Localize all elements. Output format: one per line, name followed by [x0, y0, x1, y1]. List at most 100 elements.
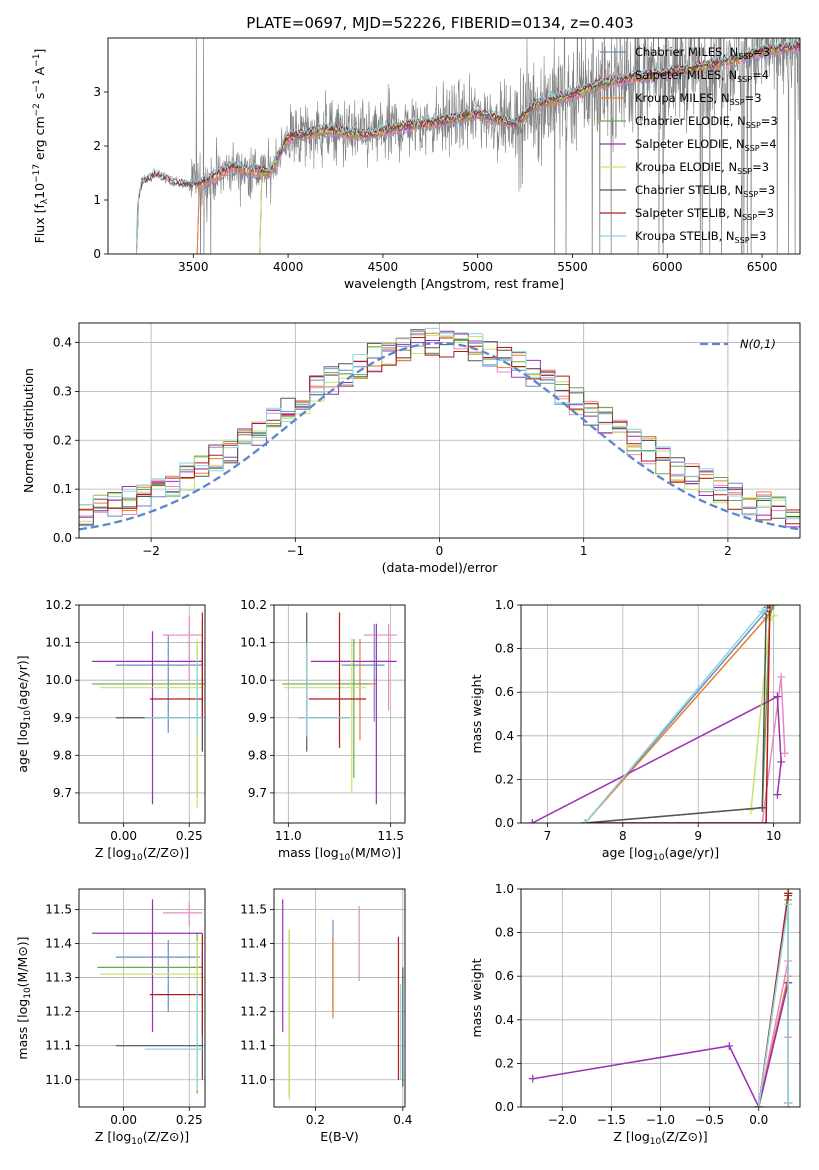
legend-entry: Salpeter MILES, NSSP=4 [635, 68, 769, 84]
errorbar-point [282, 638, 369, 778]
x-tick-label: 1 [580, 544, 588, 558]
x-axis-label-rest: (age/yr)] [664, 845, 719, 860]
y-axis-label: mass weight [469, 674, 484, 753]
y-tick-label: 0.3 [53, 384, 72, 398]
gaussian-curve [79, 341, 800, 531]
y-tick-label: 11.0 [45, 1073, 72, 1087]
x-axis-label-main: Z [log [95, 1129, 131, 1144]
residual-histogram [79, 337, 800, 525]
legend-nssp: 3 [759, 229, 766, 243]
legend-entry: Kroupa STELIB, NSSP=3 [635, 229, 767, 245]
y-tick-label: 2 [93, 139, 101, 153]
y-tick-label: 0.8 [495, 926, 514, 940]
age-vs-mass-panel: 11.0 11.5 9.7 9.8 9.9 10.0 10.1 10.2 mass [log10… [240, 598, 406, 863]
y-axis-label: age [log10(age/yr)] [15, 655, 33, 772]
plot-area [521, 889, 800, 1107]
x-tick-label: 0.25 [176, 829, 203, 843]
legend-nssp: 3 [768, 183, 775, 197]
legend-nssp: 3 [770, 114, 777, 128]
y-axis-label-part: −17 [32, 164, 42, 183]
residual-histogram [79, 334, 800, 522]
y-tick-label: 9.8 [53, 748, 72, 762]
y-tick-label: 10.2 [45, 598, 72, 612]
mass-weight-line [585, 605, 771, 823]
y-tick-label: 10.1 [240, 636, 267, 650]
y-axis-label: mass weight [469, 958, 484, 1037]
x-axis-label-rest: (M/M⊙)] [350, 845, 401, 860]
y-tick-label: 0.6 [495, 685, 514, 699]
y-tick-label: 11.4 [240, 937, 267, 951]
legend-sep: , N [726, 206, 742, 220]
y-tick-label: 3 [93, 85, 101, 99]
x-tick-label: 5500 [557, 260, 588, 274]
x-tick-label: −1.5 [597, 1113, 626, 1127]
x-tick-label: −2.0 [548, 1113, 577, 1127]
errorbar-point [197, 936, 203, 1002]
plot-area [79, 605, 205, 823]
x-axis-label: Z [log10(Z/Z⊙)] [95, 1129, 189, 1147]
y-tick-label: 1 [93, 193, 101, 207]
legend-entry: Kroupa ELODIE, NSSP=3 [635, 160, 769, 176]
legend-entry: Kroupa MILES, NSSP=3 [635, 91, 762, 107]
legend-sub: SSP [737, 75, 752, 84]
mass-weight-line [585, 676, 786, 823]
y-axis-label-part: ] [32, 49, 47, 54]
mass-weight-marker [784, 889, 793, 898]
legend-entry: Chabrier STELIB, NSSP=3 [635, 183, 775, 199]
errorbar-point [308, 612, 367, 748]
y-tick-label: 9.9 [248, 711, 267, 725]
legend-sub: SSP [737, 167, 752, 176]
x-axis-label-sub: 10 [653, 853, 665, 863]
legend-eq: = [761, 114, 771, 128]
x-axis-label-main: Z [log [613, 1129, 649, 1144]
errorbar-point [144, 987, 203, 1087]
legend-nssp: 3 [763, 45, 770, 59]
x-tick-label: −1 [286, 544, 304, 558]
x-axis-label-main: wavelength [Angstrom, rest frame] [344, 276, 564, 291]
x-tick-label: 0.25 [176, 1113, 203, 1127]
mass-weight-line [757, 904, 789, 1107]
mass-weight-line [531, 695, 782, 823]
y-tick-label: 9.8 [248, 748, 267, 762]
errorbar-point [92, 646, 203, 797]
errorbar-point [149, 933, 203, 1036]
mass-weight-marker [773, 790, 782, 799]
mass-weight-marker [784, 900, 793, 909]
legend-eq: = [745, 91, 755, 105]
errorbar-point [163, 902, 203, 927]
mass-weight-marker [754, 1103, 763, 1107]
y-tick-label: 11.1 [45, 1039, 72, 1053]
legend-sub: SSP [735, 236, 750, 245]
mass-weight-marker [581, 819, 590, 823]
mass-weight-marker [528, 819, 537, 823]
y-tick-label: 0.2 [495, 772, 514, 786]
x-tick-label: 0.00 [110, 1113, 137, 1127]
y-tick-label: 11.3 [240, 971, 267, 985]
x-tick-label: 6000 [652, 260, 683, 274]
y-axis-label-main: age [log [15, 721, 30, 772]
y-tick-label: 9.9 [53, 711, 72, 725]
mass-weight-marker [746, 805, 755, 814]
errorbar-point [163, 616, 203, 681]
x-tick-label: 0.0 [749, 1113, 768, 1127]
y-tick-label: 0.8 [495, 642, 514, 656]
y-axis-label-part: 10 [32, 183, 47, 199]
gauss-legend-label: N(0,1) [740, 337, 776, 351]
y-tick-label: 11.3 [45, 971, 72, 985]
residual-histogram [79, 327, 800, 520]
legend-nssp: 3 [767, 206, 774, 220]
axes-frame [273, 604, 406, 824]
y-axis-label-part: s [32, 93, 47, 104]
y-tick-label: 1.0 [495, 882, 514, 896]
legend-sub: SSP [746, 121, 761, 130]
axes-frame [78, 322, 801, 539]
y-tick-label: 9.7 [248, 786, 267, 800]
errorbar-point [100, 940, 203, 1090]
mass-weight-marker [762, 605, 771, 614]
errorbar-point [144, 661, 203, 737]
x-tick-label: 9 [694, 829, 702, 843]
y-axis-label: Flux [fλ10−17 erg cm−2 s−1 A−1] [32, 49, 50, 244]
errorbar-point [310, 623, 397, 805]
